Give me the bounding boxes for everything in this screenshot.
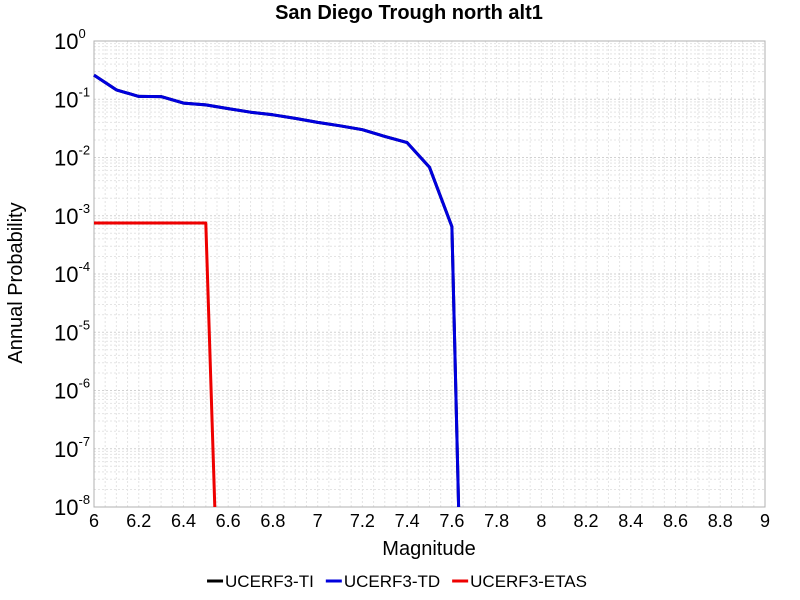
x-tick-label: 7.8 (484, 511, 509, 531)
y-tick-label: 100 (54, 26, 86, 54)
legend: UCERF3-TI UCERF3-TD UCERF3-ETAS (207, 572, 587, 591)
x-tick-label: 7.6 (439, 511, 464, 531)
x-axis-label: Magnitude (382, 538, 475, 560)
y-tick-label: 10-7 (54, 434, 90, 462)
x-tick-label: 8.4 (618, 511, 643, 531)
y-tick-label: 10-8 (54, 492, 90, 520)
legend-label: UCERF3-TD (344, 572, 440, 591)
y-axis-label: Annual Probability (5, 202, 27, 363)
y-tick-label: 10-2 (54, 143, 90, 171)
y-tick-labels: 100 10-1 10-2 10-3 10-4 10-5 10-6 10-7 10-8 (54, 26, 90, 520)
x-tick-label: 7.4 (395, 511, 420, 531)
x-tick-label: 6.8 (260, 511, 285, 531)
x-tick-label: 7 (313, 511, 323, 531)
x-tick-label: 8.2 (574, 511, 599, 531)
x-tick-label: 8 (536, 511, 546, 531)
y-tick-label: 10-1 (54, 84, 90, 112)
y-tick-label: 10-6 (54, 376, 90, 404)
legend-label: UCERF3-TI (225, 572, 314, 591)
y-tick-label: 10-3 (54, 201, 90, 229)
legend-label: UCERF3-ETAS (470, 572, 587, 591)
series-line-ucerf3-td (93, 73, 461, 508)
series-lines (93, 73, 461, 508)
chart-title: San Diego Trough north alt1 (275, 2, 543, 24)
x-tick-labels: 6 6.2 6.4 6.6 6.8 7 7.2 7.4 7.6 7.8 8 8.2 8.4 8.6 8.8 9 (89, 511, 770, 531)
x-tick-label: 6.6 (216, 511, 241, 531)
x-tick-label: 6.4 (171, 511, 196, 531)
x-tick-label: 6.2 (126, 511, 151, 531)
plot-area (93, 40, 766, 508)
x-tick-label: 9 (760, 511, 770, 531)
x-tick-label: 8.8 (708, 511, 733, 531)
x-tick-label: 7.2 (350, 511, 375, 531)
series-line-ucerf3-etas (94, 221, 217, 508)
y-tick-label: 10-4 (54, 259, 90, 287)
x-tick-label: 8.6 (663, 511, 688, 531)
grid (93, 41, 766, 508)
y-tick-label: 10-5 (54, 317, 90, 345)
x-tick-label: 6 (89, 511, 99, 531)
